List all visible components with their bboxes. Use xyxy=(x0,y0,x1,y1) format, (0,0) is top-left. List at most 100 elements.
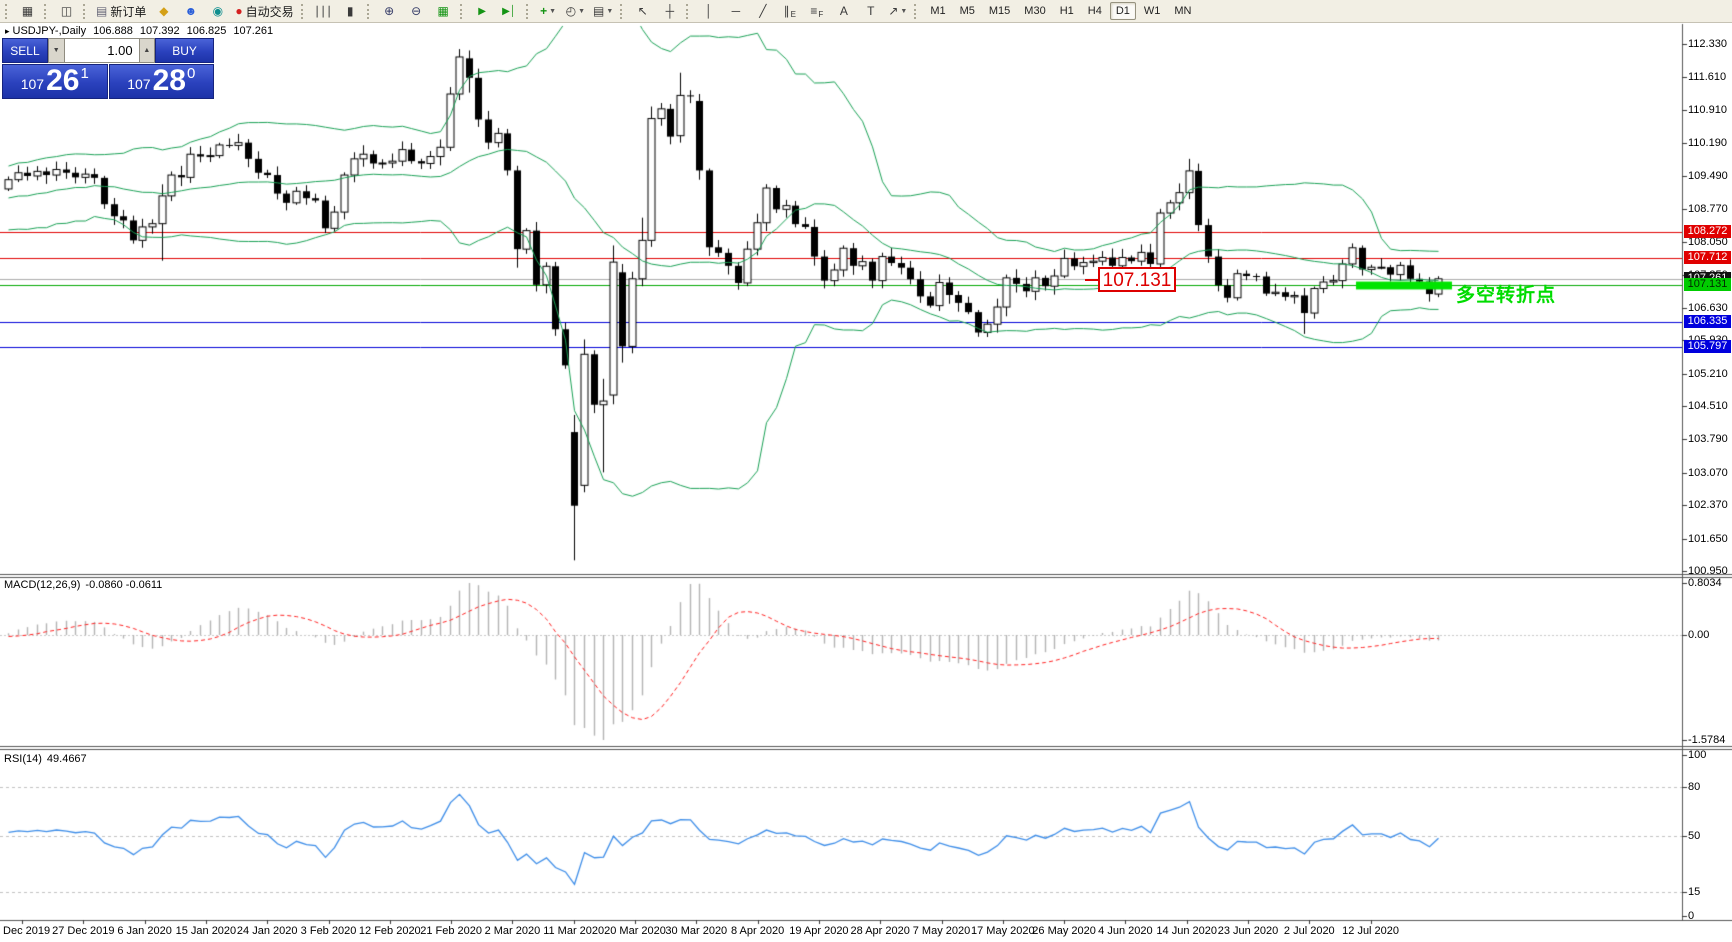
time-axis-label: 6 Jan 2020 xyxy=(117,925,172,937)
metaeditor-icon[interactable]: ☻ xyxy=(184,4,198,18)
time-axis-label: 2 Mar 2020 xyxy=(484,925,541,937)
periods-button[interactable]: ◴ ▼ xyxy=(565,4,586,18)
symbol-name: USDJPY-,Daily xyxy=(12,25,87,37)
signals-icon[interactable]: ◉ xyxy=(212,4,224,18)
time-axis-label: 20 Mar 2020 xyxy=(604,925,666,937)
bid-point: 1 xyxy=(80,65,89,82)
fibonacci-icon[interactable]: ≡ F xyxy=(810,4,824,19)
timeframe-button-m15[interactable]: M15 xyxy=(988,5,1011,17)
templates-button[interactable]: ▤ ▼ xyxy=(593,4,614,18)
rsi-axis-label: 0 xyxy=(1688,910,1695,922)
styles-icon[interactable]: ◆ xyxy=(159,4,169,18)
price-axis-label: 103.070 xyxy=(1688,466,1728,479)
zoom-out-icon[interactable]: ⊖ xyxy=(411,4,422,18)
annotation-price-label-tick xyxy=(1085,279,1098,281)
text-icon[interactable]: A xyxy=(839,4,848,18)
indicators-button[interactable]: + ▼ xyxy=(540,4,557,18)
channel-icon[interactable]: ∥ E xyxy=(783,4,796,19)
cursor-icon[interactable]: ↖ xyxy=(637,4,648,18)
symbol-cursor-icon: ▸ xyxy=(5,26,10,36)
chart-shift-icon[interactable]: ▶│ xyxy=(502,5,517,17)
arrows-button[interactable]: ↗ ▼ xyxy=(888,4,908,18)
tile-windows-icon[interactable]: ▦ xyxy=(437,4,449,18)
ohlc-low: 106.825 xyxy=(186,25,227,37)
chart-window-icon[interactable]: ▦ xyxy=(21,4,34,18)
timeframe-button-mn[interactable]: MN xyxy=(1174,5,1192,17)
time-axis-label: 12 Jul 2020 xyxy=(1342,925,1400,937)
chart-bars-icon[interactable]: ∣∣∣ xyxy=(314,4,333,18)
time-axis-label: 14 Jun 2020 xyxy=(1156,925,1217,937)
ask-prefix: 107 xyxy=(127,76,151,92)
volume-increase-button[interactable]: ▲ xyxy=(138,38,156,63)
time-axis-label: 4 Jun 2020 xyxy=(1098,925,1153,937)
auto-scroll-icon[interactable]: ▶ xyxy=(478,5,486,17)
zoom-in-icon[interactable]: ⊕ xyxy=(384,4,395,18)
chart-ohlc-header: ▸ USDJPY-,Daily 106.888 107.392 106.825 107.2… xyxy=(5,25,280,37)
rsi-axis-label: 50 xyxy=(1688,829,1701,842)
annotation-note-text[interactable]: 多空转折点 xyxy=(1456,285,1557,306)
price-axis-label: 108.050 xyxy=(1688,236,1728,249)
timeframe-button-d1[interactable]: D1 xyxy=(1109,2,1136,20)
time-axis-label: 3 Feb 2020 xyxy=(300,925,357,937)
price-axis-label: 110.190 xyxy=(1688,137,1727,150)
time-axis-label: 3 Dec 2019 xyxy=(0,925,51,937)
toolbar-grip xyxy=(914,3,919,19)
time-axis-label: 21 Feb 2020 xyxy=(420,925,482,937)
toolbar-grip xyxy=(620,3,625,19)
price-badge: 106.335 xyxy=(1684,315,1731,329)
ohlc-close: 107.261 xyxy=(233,25,274,37)
price-axis-label: 104.510 xyxy=(1688,400,1728,413)
ask-point: 0 xyxy=(186,65,196,82)
toolbar-grip xyxy=(300,3,306,19)
price-axis-label: 109.490 xyxy=(1688,169,1728,182)
bid-prefix: 107 xyxy=(20,76,45,92)
price-axis-label: 102.370 xyxy=(1688,499,1728,512)
buy-button[interactable]: BUY xyxy=(155,38,214,63)
toolbar-grip xyxy=(525,3,531,19)
volume-input[interactable] xyxy=(64,38,139,63)
trendline-icon[interactable]: ╱ xyxy=(759,4,767,18)
new-order-button[interactable]: ▤ 新订单 xyxy=(96,4,147,19)
timeframe-button-h4[interactable]: H4 xyxy=(1087,5,1102,17)
price-badge: 107.131 xyxy=(1684,278,1731,292)
horizontal-line-icon[interactable]: ─ xyxy=(731,4,741,18)
timeframe-button-h1[interactable]: H1 xyxy=(1059,5,1074,17)
macd-axis-label: 0.00 xyxy=(1688,629,1710,641)
toolbar-grip xyxy=(83,3,88,19)
time-axis-label: 30 Mar 2020 xyxy=(665,925,728,937)
toolbar-grip xyxy=(366,3,372,19)
timeframe-button-w1[interactable]: W1 xyxy=(1143,5,1161,17)
price-axis-label: 111.610 xyxy=(1688,71,1727,84)
time-axis-label: 12 Feb 2020 xyxy=(358,925,421,937)
ask-price-display[interactable]: 107 28 0 xyxy=(108,64,214,99)
price-axis-label: 103.790 xyxy=(1688,433,1728,446)
sell-button[interactable]: SELL xyxy=(2,38,48,63)
vertical-line-icon[interactable]: │ xyxy=(705,4,713,18)
main-toolbar: ▦ ◫ ▤ 新订单 ◆ ☻ ◉ ● 自动交易 ∣∣∣ ▮ ⊕ ⊖ ▦ ▶ ▶│ + ▼ ◴ ▼ ▤ ▼ ↖ ┼ │ ─ ╱ ∥ E ≡ F A… xyxy=(0,0,1732,23)
rsi-axis-label: 15 xyxy=(1688,885,1701,898)
time-axis-label: 7 May 2020 xyxy=(912,925,971,937)
time-axis-label: 11 Mar 2020 xyxy=(543,925,605,937)
timeframe-button-m1[interactable]: M1 xyxy=(930,5,946,17)
bid-price-display[interactable]: 107 26 1 xyxy=(2,64,108,99)
autotrading-button[interactable]: ● 自动交易 xyxy=(235,4,294,19)
ohlc-high: 107.392 xyxy=(139,25,180,37)
timeframe-button-m5[interactable]: M5 xyxy=(959,5,975,17)
annotation-price-label[interactable]: 107.131 xyxy=(1098,267,1176,292)
timeframe-button-m30[interactable]: M30 xyxy=(1024,5,1046,17)
chart-candles-icon[interactable]: ▮ xyxy=(346,4,354,18)
macd-indicator-label: MACD(12,26,9) -0.0860 -0.0611 xyxy=(4,579,163,591)
time-axis-label: 15 Jan 2020 xyxy=(175,925,237,937)
time-axis-label: 26 May 2020 xyxy=(1032,925,1096,937)
crosshair-icon[interactable]: ┼ xyxy=(665,4,675,18)
ohlc-open: 106.888 xyxy=(93,25,133,37)
data-window-icon[interactable]: ◫ xyxy=(60,4,73,18)
time-axis-label: 19 Apr 2020 xyxy=(789,925,849,937)
price-axis-label: 100.950 xyxy=(1688,565,1728,577)
text-label-icon[interactable]: T xyxy=(867,4,875,18)
price-badge: 108.272 xyxy=(1684,225,1731,239)
toolbar-grip xyxy=(686,3,691,19)
volume-decrease-button[interactable]: ▼ xyxy=(47,38,65,63)
